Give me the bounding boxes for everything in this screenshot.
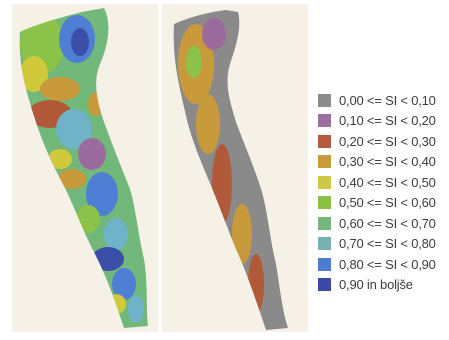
legend-item: 0,90 in boljše [318, 275, 449, 296]
legend-swatch [318, 278, 331, 292]
legend-swatch [318, 175, 331, 189]
legend-swatch [318, 114, 331, 128]
legend-label: 0,10 <= SI < 0,20 [339, 113, 436, 129]
map-panel-right [162, 4, 308, 332]
legend-swatch [318, 134, 331, 148]
legend-label: 0,60 <= SI < 0,70 [339, 215, 436, 231]
legend-item: 0,70 <= SI < 0,80 [318, 234, 449, 255]
legend-label: 0,00 <= SI < 0,10 [339, 92, 436, 108]
habitat-suitability-map-colored [19, 8, 149, 328]
legend-item: 0,00 <= SI < 0,10 [318, 90, 449, 111]
legend-label: 0,50 <= SI < 0,60 [339, 195, 436, 211]
legend-item: 0,10 <= SI < 0,20 [318, 111, 449, 132]
map-panel-left [12, 4, 158, 332]
legend-item: 0,80 <= SI < 0,90 [318, 254, 449, 275]
legend-item: 0,30 <= SI < 0,40 [318, 152, 449, 173]
legend-item: 0,40 <= SI < 0,50 [318, 172, 449, 193]
legend-swatch [318, 237, 331, 251]
legend-swatch [318, 216, 331, 230]
legend: 0,00 <= SI < 0,10 0,10 <= SI < 0,20 0,20 <… [318, 90, 449, 295]
legend-swatch [318, 93, 331, 107]
habitat-suitability-map-classified [173, 10, 289, 330]
legend-item: 0,50 <= SI < 0,60 [318, 193, 449, 214]
legend-label: 0,90 in boljše [339, 277, 413, 293]
legend-swatch [318, 196, 331, 210]
legend-item: 0,60 <= SI < 0,70 [318, 213, 449, 234]
legend-label: 0,70 <= SI < 0,80 [339, 236, 436, 252]
legend-label: 0,20 <= SI < 0,30 [339, 133, 436, 149]
legend-label: 0,80 <= SI < 0,90 [339, 256, 436, 272]
legend-item: 0,20 <= SI < 0,30 [318, 131, 449, 152]
legend-swatch [318, 155, 331, 169]
legend-label: 0,40 <= SI < 0,50 [339, 174, 436, 190]
legend-swatch [318, 257, 331, 271]
legend-label: 0,30 <= SI < 0,40 [339, 154, 436, 170]
